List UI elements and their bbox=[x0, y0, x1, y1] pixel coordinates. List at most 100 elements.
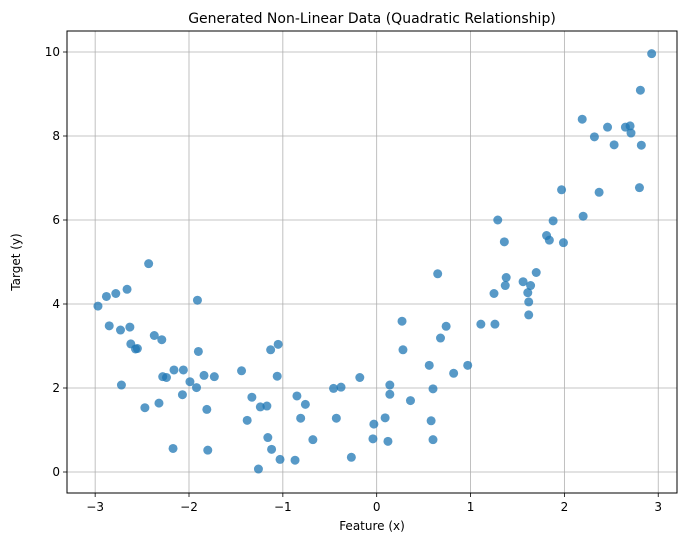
data-point bbox=[424, 360, 434, 370]
data-point bbox=[242, 415, 252, 425]
data-point bbox=[185, 377, 195, 387]
data-point bbox=[634, 183, 644, 193]
data-point bbox=[501, 273, 511, 283]
data-point bbox=[476, 319, 486, 329]
data-point bbox=[262, 401, 272, 411]
data-point bbox=[603, 122, 613, 132]
data-point bbox=[255, 402, 265, 412]
data-point bbox=[111, 289, 121, 298]
data-point bbox=[331, 413, 341, 423]
data-point bbox=[544, 235, 554, 245]
data-point bbox=[149, 331, 159, 340]
data-point bbox=[300, 399, 310, 409]
data-point bbox=[203, 445, 213, 455]
grid-lines bbox=[67, 31, 677, 493]
data-point bbox=[168, 443, 178, 453]
data-point bbox=[346, 452, 356, 462]
y-axis-label: Target (y) bbox=[9, 233, 23, 291]
data-point bbox=[380, 413, 390, 423]
data-point bbox=[209, 372, 219, 382]
data-point bbox=[116, 380, 126, 390]
chart-title: Generated Non-Linear Data (Quadratic Rel… bbox=[188, 11, 556, 27]
data-point bbox=[441, 321, 451, 331]
data-point bbox=[385, 380, 395, 390]
data-point bbox=[500, 281, 510, 291]
data-point bbox=[101, 291, 111, 301]
data-point bbox=[463, 360, 473, 370]
data-point bbox=[253, 464, 263, 474]
data-point bbox=[192, 295, 202, 305]
data-point bbox=[178, 365, 188, 375]
data-point bbox=[368, 434, 378, 444]
data-point bbox=[523, 288, 533, 298]
data-point bbox=[499, 237, 509, 247]
data-point bbox=[428, 384, 438, 394]
data-point bbox=[626, 128, 636, 138]
data-point bbox=[369, 419, 379, 429]
data-point bbox=[526, 281, 536, 291]
data-point bbox=[308, 435, 318, 445]
data-point bbox=[154, 398, 164, 408]
data-point bbox=[292, 391, 302, 401]
data-point bbox=[266, 345, 276, 355]
data-point bbox=[405, 396, 415, 406]
data-point bbox=[625, 121, 635, 131]
data-point bbox=[273, 339, 283, 349]
data-point bbox=[426, 416, 436, 426]
data-point bbox=[192, 383, 202, 393]
data-point bbox=[489, 289, 499, 298]
data-point bbox=[524, 297, 534, 307]
data-point bbox=[635, 85, 645, 95]
data-point bbox=[267, 444, 277, 454]
data-point bbox=[169, 365, 179, 375]
data-point bbox=[436, 333, 446, 343]
data-point bbox=[202, 404, 212, 414]
data-point bbox=[104, 321, 114, 331]
data-point bbox=[263, 433, 273, 443]
data-point bbox=[385, 389, 395, 399]
x-tick-label: 0 bbox=[373, 500, 381, 514]
y-tick-label: 6 bbox=[52, 213, 60, 227]
data-point bbox=[397, 316, 407, 326]
x-tick-label: 1 bbox=[467, 500, 475, 514]
axis-ticks: −3 −2 −1 0 1 2 3 0 2 4 6 8 10 bbox=[45, 45, 662, 514]
data-point bbox=[144, 259, 154, 269]
y-tick-label: 8 bbox=[52, 129, 60, 143]
data-point bbox=[140, 403, 150, 413]
data-point bbox=[433, 269, 443, 279]
y-tick-label: 2 bbox=[52, 381, 60, 395]
data-point bbox=[449, 368, 459, 378]
x-tick-label: 2 bbox=[561, 500, 569, 514]
data-point bbox=[594, 187, 604, 197]
data-point bbox=[161, 373, 171, 382]
data-point bbox=[398, 345, 408, 355]
data-point bbox=[199, 370, 209, 380]
data-point bbox=[578, 211, 588, 221]
data-point bbox=[609, 140, 619, 150]
data-point bbox=[490, 319, 500, 329]
data-point bbox=[636, 140, 646, 150]
data-point bbox=[275, 454, 285, 464]
data-point bbox=[557, 185, 567, 195]
data-point bbox=[122, 284, 132, 294]
data-point bbox=[518, 277, 528, 287]
data-point bbox=[157, 335, 167, 345]
y-tick-label: 0 bbox=[52, 465, 60, 479]
data-point bbox=[296, 413, 306, 423]
data-point bbox=[577, 114, 587, 124]
data-point bbox=[647, 49, 657, 59]
data-point bbox=[132, 344, 142, 354]
data-point bbox=[531, 268, 541, 277]
data-point bbox=[272, 371, 282, 381]
x-tick-label: −2 bbox=[180, 500, 198, 514]
data-point bbox=[177, 390, 187, 400]
plot-area-frame bbox=[66, 30, 678, 494]
data-point bbox=[589, 132, 599, 142]
x-tick-label: −3 bbox=[86, 500, 104, 514]
y-tick-label: 4 bbox=[52, 297, 60, 311]
data-point bbox=[290, 455, 300, 465]
x-axis-label: Feature (x) bbox=[339, 519, 405, 533]
data-point bbox=[355, 373, 365, 382]
data-point bbox=[125, 322, 135, 332]
y-tick-label: 10 bbox=[45, 45, 60, 59]
